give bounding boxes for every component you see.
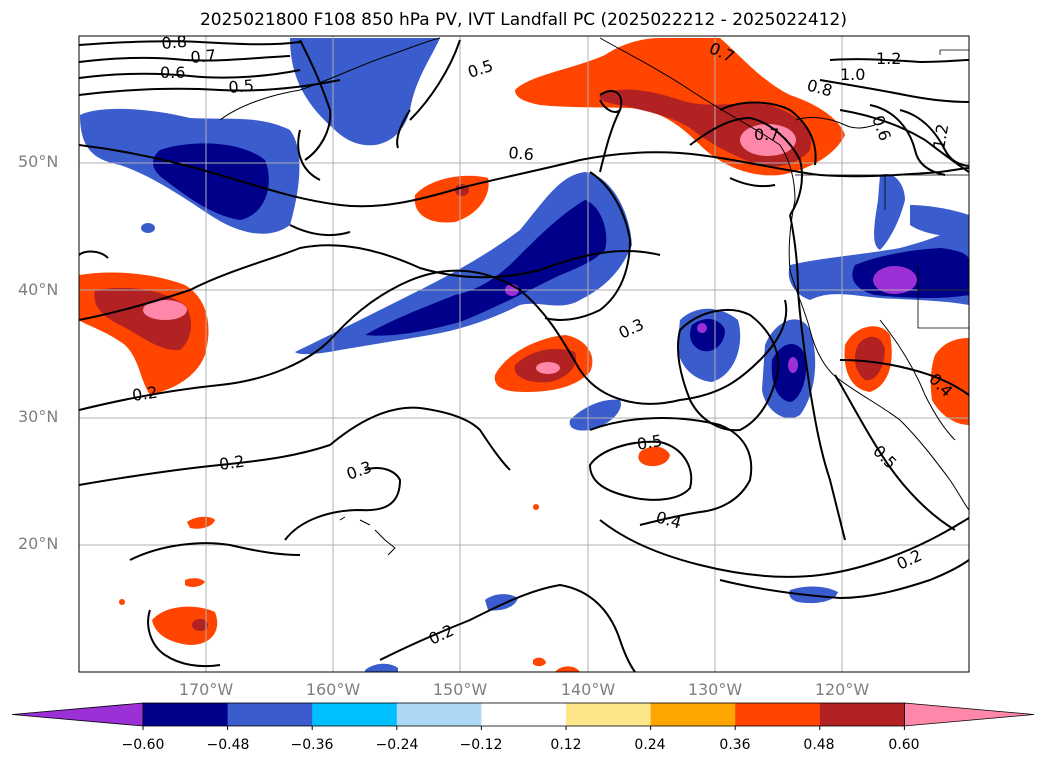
positive-anomaly-fill	[79, 38, 969, 672]
colorbar-tick-label: 0.12	[550, 737, 582, 753]
pv-contours	[79, 39, 969, 672]
lon-label: 170°W	[178, 680, 234, 699]
lon-label: 150°W	[432, 680, 488, 699]
colorbar-segment	[227, 703, 313, 726]
colorbar-tick-label: 0.24	[634, 737, 666, 753]
negative-anomaly-fill	[80, 38, 969, 672]
lat-label: 40°N	[18, 280, 59, 299]
coastlines	[219, 37, 969, 556]
colorbar-tick-label: 0.36	[719, 737, 751, 753]
colorbar-segment	[143, 703, 229, 726]
colorbar-segment	[396, 703, 482, 726]
colorbar-segment	[735, 703, 821, 726]
colorbar-segment	[819, 703, 905, 726]
map-title: 2025021800 F108 850 hPa PV, IVT Landfall…	[199, 10, 847, 30]
colorbar-segment	[650, 703, 736, 726]
lon-label: 160°W	[305, 680, 361, 699]
colorbar-segment	[481, 703, 567, 726]
colorbar-tick-label: 0.48	[803, 737, 835, 753]
contour-label: 0.6	[508, 143, 535, 164]
colorbar-tick-label: −0.24	[375, 737, 419, 753]
lat-label: 30°N	[18, 407, 59, 426]
colorbar-tick-label: −0.12	[459, 737, 503, 753]
contour-label: 0.5	[228, 76, 255, 97]
colorbar-segment	[566, 703, 652, 726]
contour-label: 1.2	[876, 49, 901, 68]
lon-label: 120°W	[814, 680, 870, 699]
lon-label: 140°W	[560, 680, 616, 699]
contour-label: 0.6	[160, 63, 185, 82]
colorbar-tick-label: 0.60	[888, 737, 920, 753]
colorbar-tick-label: −0.36	[290, 737, 334, 753]
colorbar-outline	[142, 702, 905, 727]
contour-label: 1.2	[929, 122, 952, 150]
colorbar	[11, 702, 1035, 730]
contour-label: 1.0	[840, 65, 865, 84]
lat-label: 20°N	[18, 534, 59, 553]
contour-label: 0.5	[635, 431, 663, 454]
map-frame	[78, 35, 970, 673]
contour-label: 0.2	[218, 452, 246, 474]
contour-label: 0.7	[754, 125, 779, 144]
graticule	[79, 36, 969, 672]
colorbar-tick-label: −0.60	[121, 737, 165, 753]
lat-label: 50°N	[18, 152, 59, 171]
colorbar-extend-high	[904, 702, 1035, 727]
colorbar-tick-label: −0.48	[206, 737, 250, 753]
colorbar-extend-low	[11, 702, 144, 727]
contour-label: 0.2	[131, 383, 159, 405]
colorbar-segment	[312, 703, 398, 726]
contour-label: 0.7	[190, 46, 217, 67]
contour-label: 0.8	[161, 32, 188, 53]
lon-label: 130°W	[687, 680, 743, 699]
